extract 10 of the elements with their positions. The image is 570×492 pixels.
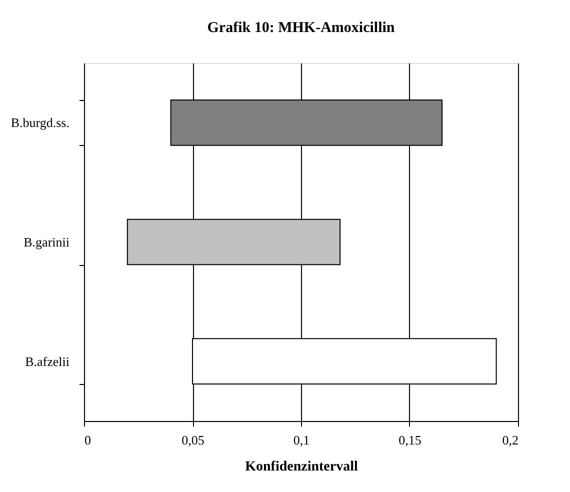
x-tick-label: 0,2 xyxy=(502,432,518,448)
x-axis-title: Konfidenzintervall xyxy=(245,460,358,474)
x-tick-label: 0,1 xyxy=(293,432,310,448)
x-tick-label: 0 xyxy=(84,432,91,448)
y-tick-label: B.garinii xyxy=(24,234,70,250)
x-tick-label: 0,15 xyxy=(398,432,422,448)
chart-title: Grafik 10: MHK-Amoxicillin xyxy=(207,20,396,36)
y-tick-label: B.afzelii xyxy=(25,354,70,369)
x-tick-label: 0,05 xyxy=(182,432,204,448)
y-tick-label: B.burgd.ss. xyxy=(10,115,70,130)
